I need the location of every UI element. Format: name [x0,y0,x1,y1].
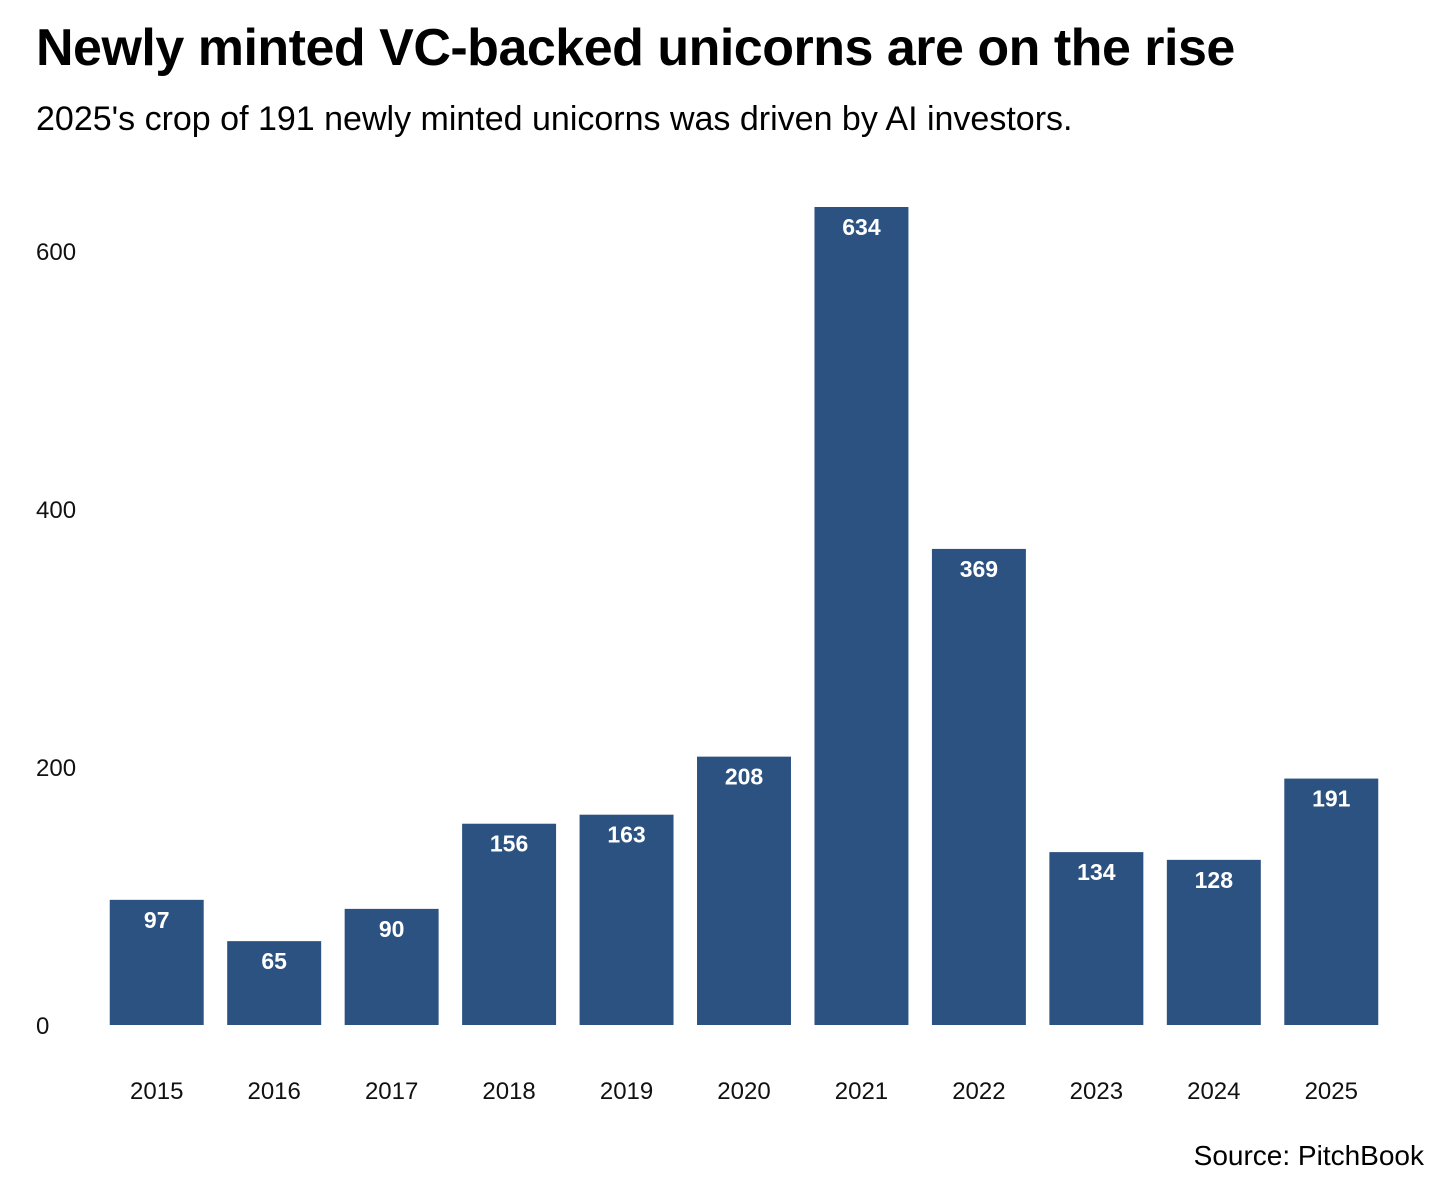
bar-value-label: 634 [842,214,881,240]
bar-value-label: 90 [379,916,405,942]
x-tick-label: 2024 [1187,1078,1240,1105]
x-tick-label: 2023 [1070,1078,1123,1105]
bar-2017[interactable] [344,908,439,1025]
x-tick-label: 2017 [365,1078,418,1105]
x-tick-label: 2016 [247,1078,300,1105]
x-tick-label: 2018 [482,1078,535,1105]
x-axis: 2015 2016 2017 2018 2019 2020 2021 2022 2023 2024… [130,1078,1358,1105]
chart-title: Newly minted VC-backed unicorns are on t… [36,19,1235,77]
bar-value-label: 163 [607,822,645,848]
chart-subtitle: 2025's crop of 191 newly minted unicorns… [36,100,1073,138]
bar-2022[interactable] [931,548,1026,1025]
x-tick-label: 2015 [130,1078,183,1105]
bar-2020[interactable] [697,756,791,1025]
y-tick-label: 600 [36,239,76,266]
bar-value-label: 134 [1077,859,1116,885]
x-tick-label: 2019 [600,1078,653,1105]
bar-value-label: 128 [1195,867,1234,893]
bar-2023[interactable] [1049,852,1144,1025]
y-tick-label: 0 [36,1013,49,1040]
bar-value-label: 97 [144,907,170,933]
x-tick-label: 2020 [717,1078,770,1105]
bars: 97 65 90 156 163 208 634 369 134 128 191 [109,207,1379,1025]
bar-value-label: 369 [960,556,998,582]
bar-2025[interactable] [1284,778,1379,1025]
source-note: Source: PitchBook [1193,1140,1424,1171]
bar-value-label: 191 [1312,786,1351,812]
bar-2021[interactable] [814,207,909,1025]
bar-value-label: 208 [725,764,764,790]
x-tick-label: 2025 [1305,1078,1358,1105]
y-axis: 0 200 400 600 [36,239,76,1040]
bar-2024[interactable] [1166,859,1261,1025]
y-tick-label: 200 [36,755,76,782]
bar-2018[interactable] [462,823,557,1025]
x-tick-label: 2022 [952,1078,1005,1105]
bar-value-label: 156 [490,831,528,857]
bar-2019[interactable] [579,814,674,1025]
x-tick-label: 2021 [835,1078,888,1105]
bar-value-label: 65 [261,948,287,974]
bar-2015[interactable] [109,899,204,1025]
bar-2016[interactable] [227,941,322,1025]
y-tick-label: 400 [36,497,76,524]
